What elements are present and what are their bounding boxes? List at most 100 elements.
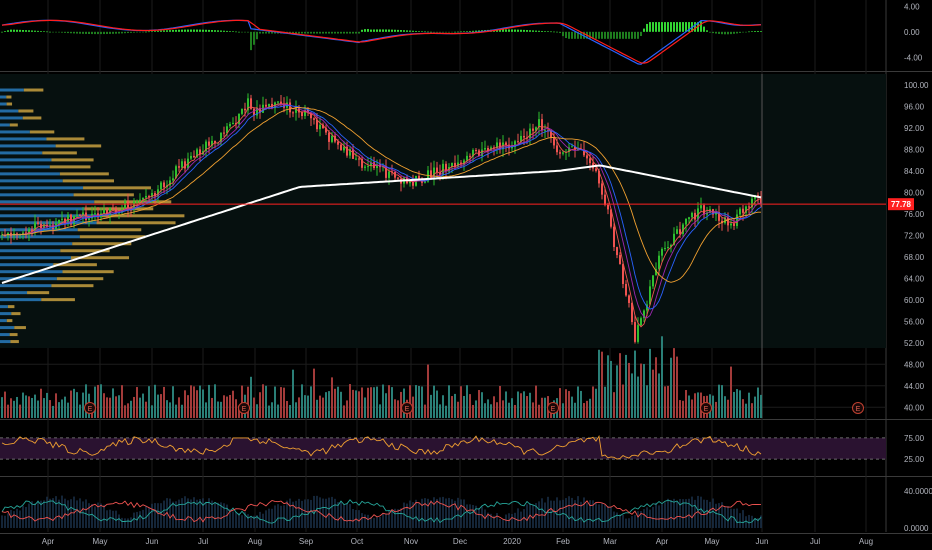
volume-profile-bar — [6, 95, 12, 99]
macd-histogram-bar — [238, 31, 240, 33]
volume-bar — [526, 396, 528, 418]
adx-histogram-bar — [553, 500, 555, 528]
adx-histogram-bar — [97, 502, 99, 528]
volume-bar — [268, 405, 270, 418]
volume-bar — [235, 399, 237, 418]
candle-body — [376, 164, 378, 169]
macd-histogram-bar — [676, 22, 678, 32]
macd-histogram-bar — [79, 31, 81, 34]
candle-body — [334, 135, 336, 142]
macd-histogram-bar — [232, 31, 234, 32]
rsi-line — [1, 435, 762, 460]
macd-histogram-bar — [154, 31, 156, 32]
macd-histogram-bar — [223, 30, 225, 32]
volume-bar — [697, 392, 699, 418]
adx-histogram-bar — [88, 503, 90, 528]
candle-body — [205, 141, 207, 152]
candle-body — [229, 124, 231, 127]
volume-bar — [418, 385, 420, 418]
candle-body — [160, 182, 162, 190]
adx-histogram-bar — [580, 501, 582, 528]
macd-histogram-bar — [100, 31, 102, 35]
macd-histogram-bar — [544, 31, 546, 32]
macd-histogram-bar — [646, 23, 648, 32]
volume-bar — [103, 393, 105, 418]
macd-histogram-bar — [133, 31, 135, 33]
adx-histogram-bar — [403, 502, 405, 528]
macd-histogram-bar — [592, 31, 594, 39]
volume-bar — [367, 387, 369, 418]
macd-histogram-bar — [328, 31, 330, 34]
rsi-pane[interactable] — [0, 435, 886, 460]
macd-histogram-bar — [244, 31, 246, 33]
macd-histogram-bar — [19, 29, 21, 32]
adx-histogram-bar — [187, 498, 189, 528]
macd-histogram-bar — [109, 31, 111, 34]
adx-histogram-bar — [310, 499, 312, 528]
adx-histogram-bar — [670, 499, 672, 528]
adx-histogram-bar — [658, 505, 660, 528]
macd-histogram-bar — [496, 29, 498, 32]
macd-histogram-bar — [598, 31, 600, 39]
volume-bar — [424, 404, 426, 418]
macd-histogram-bar — [556, 31, 558, 33]
volume-bar — [442, 395, 444, 418]
candle-body — [643, 310, 645, 319]
macd-histogram-bar — [241, 31, 243, 33]
macd-histogram-bar — [745, 31, 747, 33]
candle-body — [577, 148, 579, 150]
candle-body — [535, 127, 537, 131]
macd-histogram-bar — [343, 31, 345, 34]
adx-histogram-bar — [379, 516, 381, 528]
volume-bar — [421, 386, 423, 418]
macd-histogram-bar — [658, 22, 660, 32]
volume-bar — [214, 384, 216, 418]
adx-histogram-bar — [364, 514, 366, 528]
macd-histogram-bar — [616, 31, 618, 39]
adx-histogram-bar — [727, 506, 729, 528]
volume-bar — [328, 391, 330, 418]
adx-histogram-bar — [253, 515, 255, 528]
volume-bar — [619, 353, 621, 418]
candle-body — [115, 208, 117, 214]
price-pane[interactable] — [0, 74, 886, 418]
ma-200-line — [1, 164, 762, 284]
volume-bar — [25, 395, 27, 418]
adx-histogram-bar — [214, 502, 216, 528]
volume-profile-bar — [0, 326, 15, 330]
adx-histogram-bar — [400, 508, 402, 528]
macd-histogram-bar — [202, 29, 204, 32]
candle-body — [475, 149, 477, 151]
macd-histogram-bar — [589, 31, 591, 39]
candle-body — [211, 140, 213, 146]
volume-bar — [559, 388, 561, 418]
volume-bar — [499, 385, 501, 418]
volume-bar — [673, 348, 675, 418]
macd-pane[interactable] — [1, 19, 762, 65]
volume-profile-bar — [0, 186, 84, 190]
candle-body — [427, 170, 429, 182]
candle-body — [370, 162, 372, 167]
volume-bar — [10, 398, 12, 418]
volume-profile-bar — [6, 319, 13, 323]
volume-bar — [646, 385, 648, 418]
volume-bar — [493, 396, 495, 418]
adx-histogram-bar — [388, 509, 390, 528]
candle-body — [58, 219, 60, 224]
candle-body — [310, 112, 312, 119]
candle-body — [433, 167, 435, 178]
candle-body — [484, 148, 486, 150]
volume-bar — [64, 396, 66, 418]
adx-pane[interactable] — [1, 495, 762, 528]
candle-body — [388, 171, 390, 178]
macd-histogram-bar — [214, 30, 216, 32]
candle-body — [235, 122, 237, 125]
adx-histogram-bar — [67, 500, 69, 528]
candle-body — [139, 199, 141, 202]
volume-bar — [625, 354, 627, 418]
earnings-marker-label: E — [405, 406, 410, 413]
candle-body — [238, 113, 240, 125]
current-price-label: 77.78 — [891, 200, 912, 209]
candle-body — [409, 180, 411, 184]
